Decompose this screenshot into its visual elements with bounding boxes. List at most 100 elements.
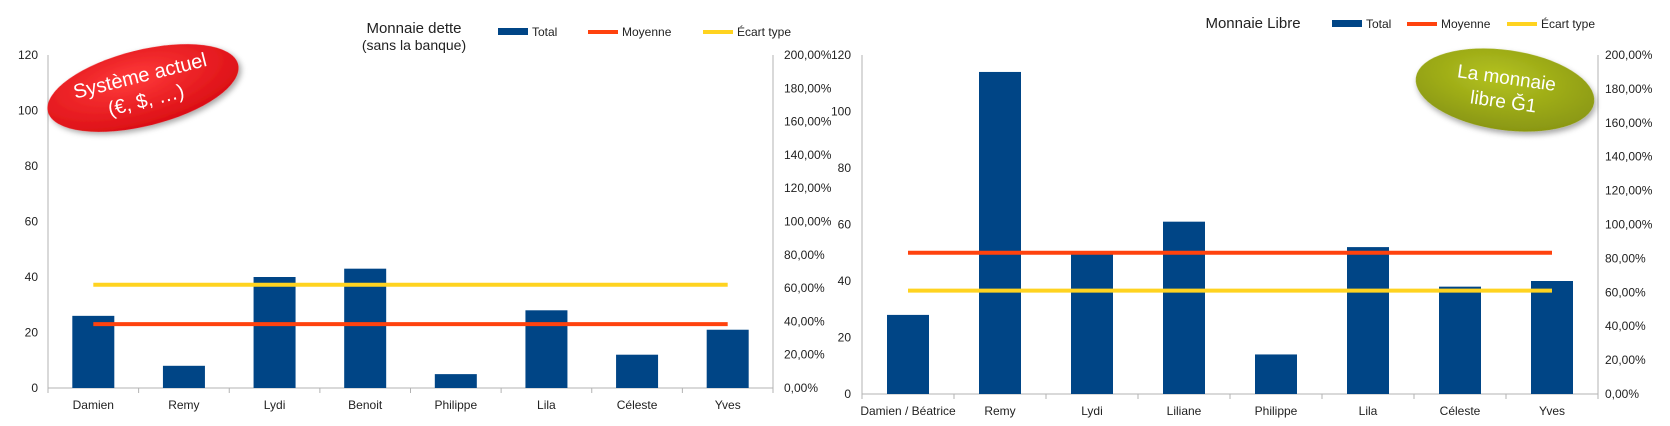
y-tick-label: 80 [838,161,852,175]
badge-monnaie-libre: La monnaie libre Ğ1 [1415,48,1595,132]
bar-total-0 [887,314,929,394]
chart-title: Monnaie Libre [1205,15,1300,32]
y-ticks-right: 0,00% 20,00% 40,00% 60,00% 80,00% 100,00… [1605,48,1653,401]
chart-monnaie-libre: Monnaie Libre Total Moyenne Écart type 0… [831,15,1653,418]
chart-title: Monnaie dette [366,20,461,37]
bar-total-3 [1163,221,1205,394]
chart-subtitle: (sans la banque) [362,37,466,53]
y-tick-label: 20 [838,331,852,345]
bar-total-3 [344,268,387,388]
legend-swatch-total [1332,20,1362,27]
y-tick-label: 0 [844,387,851,401]
y2-tick-label: 60,00% [784,281,825,295]
y2-tick-label: 20,00% [784,348,825,362]
y2-tick-label: 120,00% [784,181,832,195]
y2-tick-label: 80,00% [784,248,825,262]
y-tick-label: 60 [25,215,39,229]
x-tick-label: Céleste [617,398,658,412]
legend-label-ecart-type: Écart type [1541,16,1595,31]
y-tick-label: 80 [25,159,39,173]
legend-swatch-moyenne [1407,22,1437,26]
y2-tick-label: 60,00% [1605,285,1646,299]
legend-swatch-ecart-type [1507,22,1537,26]
x-tick-label: Benoit [348,398,383,412]
bar-total-4 [434,374,477,388]
x-tick-label: Damien [73,398,114,412]
y-tick-label: 40 [838,274,852,288]
y-tick-label: 100 [831,105,851,119]
y2-tick-label: 120,00% [1605,184,1653,198]
x-tick-label: Damien / Béatrice [860,404,956,418]
plot-area [47,268,774,393]
y2-tick-label: 140,00% [1605,150,1653,164]
y2-tick-label: 180,00% [1605,82,1653,96]
x-ticks: Damien / Béatrice Remy Lydi Liliane Phil… [860,404,1565,418]
plot-area [861,71,1599,399]
y2-tick-label: 40,00% [1605,319,1646,333]
bar-total-0 [72,315,115,388]
x-tick-label: Remy [168,398,199,412]
y2-tick-label: 0,00% [1605,387,1639,401]
bar-total-5 [525,310,568,388]
bar-total-2 [253,277,296,388]
y2-tick-label: 160,00% [784,115,832,129]
y-ticks-right: 0,00% 20,00% 40,00% 60,00% 80,00% 100,00… [784,48,832,395]
x-tick-label: Yves [1539,404,1565,418]
legend-swatch-moyenne [588,30,618,34]
legend-label-total: Total [532,25,557,39]
x-tick-label: Lydi [264,398,286,412]
y2-tick-label: 40,00% [784,314,825,328]
x-tick-label: Lila [537,398,556,412]
x-ticks: Damien Remy Lydi Benoit Philippe Lila Cé… [73,398,741,412]
badge-shape [1415,48,1595,132]
badge-systeme-actuel: Système actuel (€, $, …) [47,44,239,132]
y2-tick-label: 100,00% [784,215,832,229]
legend-label-ecart-type: Écart type [737,24,791,39]
legend: Total Moyenne Écart type [1332,16,1595,31]
legend-swatch-total [498,28,528,35]
bar-total-7 [706,329,749,388]
legend-label-moyenne: Moyenne [622,25,672,39]
chart-monnaie-dette: Monnaie dette (sans la banque) Total Moy… [18,20,832,412]
y2-tick-label: 180,00% [784,81,832,95]
bar-total-6 [616,354,659,388]
y2-tick-label: 80,00% [1605,251,1646,265]
x-tick-label: Lila [1359,404,1378,418]
x-tick-label: Céleste [1440,404,1481,418]
x-tick-label: Yves [715,398,741,412]
x-tick-label: Philippe [434,398,477,412]
bar-total-2 [1071,252,1113,394]
badge-shape [47,44,239,132]
bar-total-7 [1531,281,1573,394]
y2-tick-label: 0,00% [784,381,818,395]
y-tick-label: 100 [18,104,38,118]
legend-label-moyenne: Moyenne [1441,17,1491,31]
y-tick-label: 60 [838,218,852,232]
bar-total-4 [1255,354,1297,394]
y-tick-label: 0 [31,381,38,395]
y2-tick-label: 200,00% [784,48,832,62]
y2-tick-label: 140,00% [784,148,832,162]
legend-swatch-ecart-type [703,30,733,34]
x-tick-label: Lydi [1081,404,1103,418]
y2-tick-label: 160,00% [1605,116,1653,130]
y-tick-label: 40 [25,270,39,284]
y-tick-label: 20 [25,326,39,340]
x-tick-label: Liliane [1167,404,1202,418]
bar-total-5 [1347,247,1389,394]
y-ticks-left: 0 20 40 60 80 100 120 [18,48,38,395]
bar-total-6 [1439,286,1481,394]
y2-tick-label: 200,00% [1605,48,1653,62]
y-ticks-left: 0 20 40 60 80 100 120 [831,48,851,401]
y2-tick-label: 20,00% [1605,353,1646,367]
legend: Total Moyenne Écart type [498,24,791,39]
legend-label-total: Total [1366,17,1391,31]
y2-tick-label: 100,00% [1605,218,1653,232]
y-tick-label: 120 [18,48,38,62]
y-tick-label: 120 [831,48,851,62]
x-tick-label: Remy [984,404,1015,418]
bar-total-1 [979,71,1021,394]
bar-total-1 [162,365,205,388]
x-tick-label: Philippe [1255,404,1298,418]
